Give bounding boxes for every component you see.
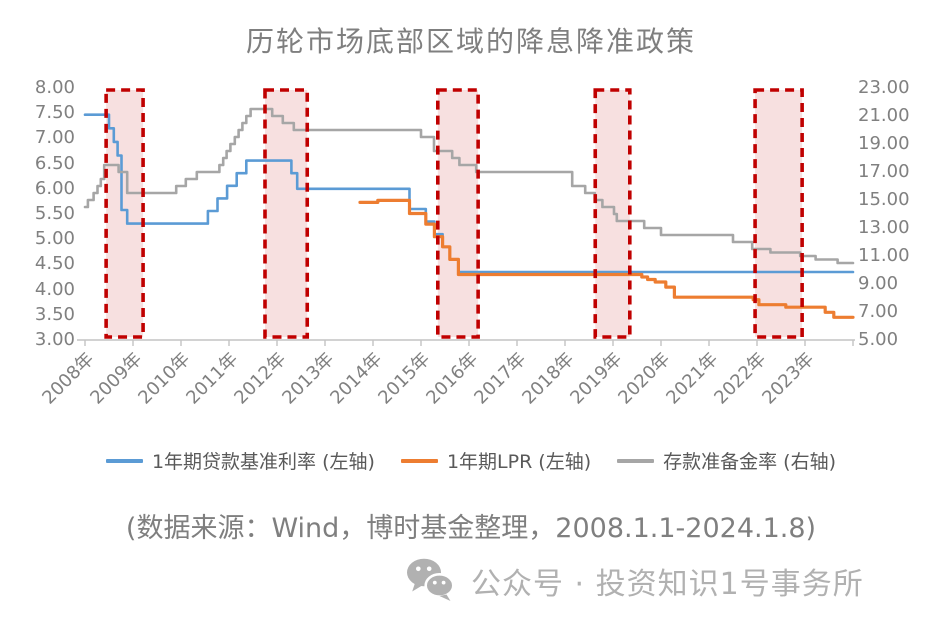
highlight-region-border (753, 88, 804, 339)
left-axis-tick-label: 4.50 (34, 253, 75, 275)
legend-item-rrr: 存款准备金率 (右轴) (617, 447, 836, 474)
highlight-region-fill (755, 90, 803, 337)
right-axis-tick-label: 7.00 (858, 301, 899, 322)
left-axis-tick-label: 3.50 (34, 303, 75, 325)
highlight-region-fill (265, 90, 308, 337)
wechat-account-name: 公众号 · 投资知识1号事务所 (471, 566, 864, 602)
wechat-icon (407, 558, 455, 601)
series-line-benchmark-rate (83, 113, 855, 274)
highlight-region-border (435, 88, 480, 339)
legend-label-lpr: 1年期LPR (左轴) (446, 451, 592, 473)
left-axis-tick-label: 7.00 (34, 127, 75, 149)
legend-item-lpr: 1年期LPR (左轴) (400, 447, 592, 474)
legend-swatch-benchmark-rate (105, 458, 143, 463)
source-note: (数据来源：Wind，博时基金整理，2008.1.1-2024.1.8) (125, 513, 817, 544)
legend-label-rrr: 存款准备金率 (右轴) (663, 451, 837, 473)
right-axis-tick-label: 13.00 (858, 217, 910, 238)
legend-label-benchmark-rate: 1年期贷款基准利率 (左轴) (151, 451, 375, 473)
highlight-region-border (104, 88, 145, 339)
series-line-rrr (83, 107, 855, 265)
left-axis-tick-label: 5.00 (34, 228, 75, 250)
right-axis-tick-label: 19.00 (858, 133, 910, 154)
highlight-region-border (263, 88, 310, 339)
series-line-lpr (358, 198, 855, 319)
chart-title: 历轮市场底部区域的降息降准政策 (245, 25, 696, 58)
right-axis-tick-label: 17.00 (858, 161, 910, 182)
right-axis-tick-label: 15.00 (858, 189, 910, 210)
legend: 1年期贷款基准利率 (左轴) 1年期LPR (左轴) 存款准备金率 (右轴) (0, 447, 942, 474)
right-axis-tick-label: 23.00 (858, 77, 910, 98)
highlight-region-fill (437, 90, 479, 337)
right-axis-tick-label: 5.00 (858, 329, 899, 350)
highlight-region-fill (106, 90, 144, 337)
left-axis-tick-label: 5.50 (34, 203, 75, 224)
right-axis-tick-label: 21.00 (858, 105, 910, 126)
left-axis-tick-label: 6.00 (34, 177, 75, 199)
legend-item-benchmark-rate: 1年期贷款基准利率 (左轴) (105, 447, 375, 474)
left-axis-tick-label: 3.00 (34, 329, 75, 350)
left-axis-tick-label: 7.50 (34, 102, 75, 124)
plot-area (77, 88, 855, 346)
left-axis-tick-label: 8.00 (34, 77, 75, 98)
left-axis-tick-label: 6.50 (34, 152, 75, 174)
legend-swatch-lpr (400, 458, 438, 463)
highlight-region-fill (595, 90, 630, 337)
highlight-region-border (593, 88, 632, 339)
legend-swatch-rrr (617, 458, 655, 463)
right-axis-tick-label: 11.00 (858, 245, 910, 266)
right-axis-tick-label: 9.00 (858, 273, 899, 294)
wechat-branding: 公众号 · 投资知识1号事务所 (406, 558, 864, 603)
left-axis-tick-label: 4.00 (34, 278, 75, 300)
